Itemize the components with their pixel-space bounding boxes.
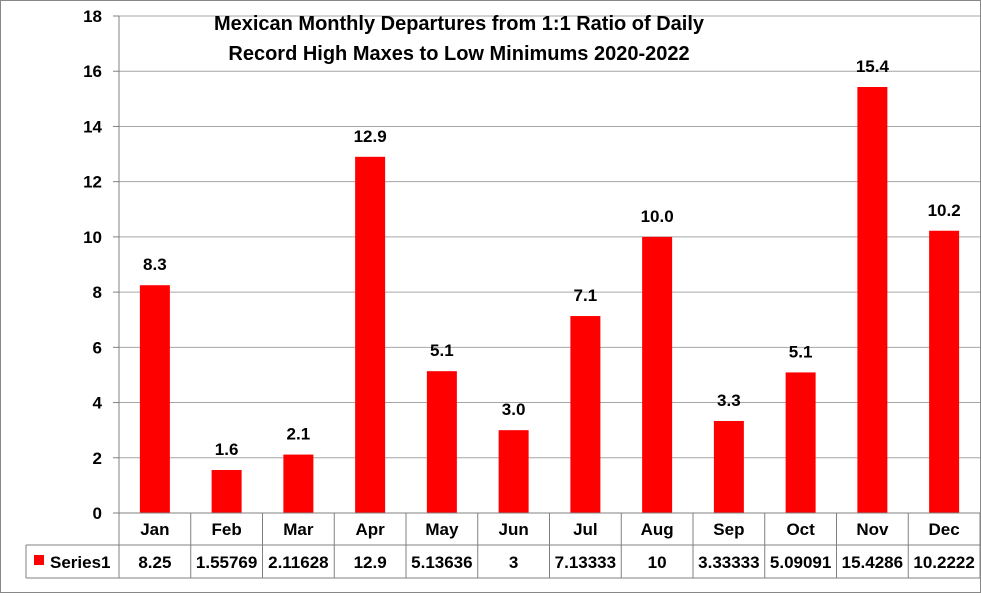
category-label: Jun xyxy=(499,520,529,539)
table-value: 12.9 xyxy=(354,553,387,572)
bar-mar xyxy=(283,454,314,513)
data-label: 1.6 xyxy=(215,440,239,459)
legend-series-name: Series1 xyxy=(50,553,111,572)
bar-may xyxy=(426,371,457,513)
bar-aug xyxy=(642,236,673,513)
table-value: 5.13636 xyxy=(411,553,472,572)
table-value: 10.2222 xyxy=(913,553,974,572)
data-table: Jan 8.25 Feb 1.55769 Mar 2.11628 Apr 12.9 May 5.1… xyxy=(25,513,981,579)
table-value: 8.25 xyxy=(138,553,171,572)
table-value: 10 xyxy=(648,553,667,572)
category-label: Mar xyxy=(283,520,314,539)
data-label: 5.1 xyxy=(789,342,813,361)
chart-title-line-2: Record High Maxes to Low Minimums 2020-2… xyxy=(228,43,689,65)
table-value: 7.13333 xyxy=(555,553,616,572)
table-value: 3.33333 xyxy=(698,553,759,572)
y-tick-label: 6 xyxy=(93,338,102,357)
data-label: 7.1 xyxy=(574,286,598,305)
y-tick-label: 18 xyxy=(83,7,102,26)
bar-sep xyxy=(713,420,744,513)
data-label: 3.3 xyxy=(717,391,741,410)
data-label: 2.1 xyxy=(287,425,311,444)
category-label: Nov xyxy=(856,520,889,539)
category-label: Sep xyxy=(713,520,744,539)
category-label: Aug xyxy=(641,520,674,539)
category-label: Jan xyxy=(140,520,169,539)
category-label: Apr xyxy=(355,520,385,539)
y-tick-label: 10 xyxy=(83,228,102,247)
table-value: 15.4286 xyxy=(842,553,903,572)
bar-dec xyxy=(929,230,960,513)
y-tick-label: 12 xyxy=(83,173,102,192)
category-label: May xyxy=(425,520,459,539)
bar-nov xyxy=(857,86,888,514)
bars xyxy=(139,86,960,514)
data-label: 5.1 xyxy=(430,341,454,360)
y-tick-label: 14 xyxy=(83,117,102,136)
y-tick-label: 4 xyxy=(93,394,103,413)
data-label: 3.0 xyxy=(502,400,526,419)
table-value: 5.09091 xyxy=(770,553,831,572)
table-value: 2.11628 xyxy=(268,553,329,572)
bar-oct xyxy=(785,372,816,513)
bar-apr xyxy=(355,156,386,514)
legend-swatch xyxy=(34,555,44,565)
y-tick-label: 16 xyxy=(83,62,102,81)
category-label: Feb xyxy=(212,520,242,539)
data-label: 10.0 xyxy=(641,207,674,226)
y-tick-label: 8 xyxy=(93,283,102,302)
bar-jun xyxy=(498,430,529,513)
data-label: 10.2 xyxy=(928,201,961,220)
table-value: 1.55769 xyxy=(196,553,257,572)
data-label: 12.9 xyxy=(354,127,387,146)
bar-jan xyxy=(139,285,170,513)
category-label: Jul xyxy=(573,520,598,539)
y-tick-label: 0 xyxy=(93,504,102,523)
table-value: 3 xyxy=(509,553,518,572)
gridlines xyxy=(119,15,980,459)
category-label: Dec xyxy=(929,520,960,539)
category-label: Oct xyxy=(786,520,815,539)
data-label: 15.4 xyxy=(856,57,890,76)
bar-jul xyxy=(570,316,601,513)
data-labels: 8.3 1.6 2.1 12.9 5.1 3.0 7.1 10.0 3.3 5.1 15.4 10.2 xyxy=(143,57,961,459)
bar-feb xyxy=(211,469,242,513)
chart-title-line-1: Mexican Monthly Departures from 1:1 Rati… xyxy=(214,13,705,35)
data-label: 8.3 xyxy=(143,255,167,274)
y-tick-label: 2 xyxy=(93,449,102,468)
